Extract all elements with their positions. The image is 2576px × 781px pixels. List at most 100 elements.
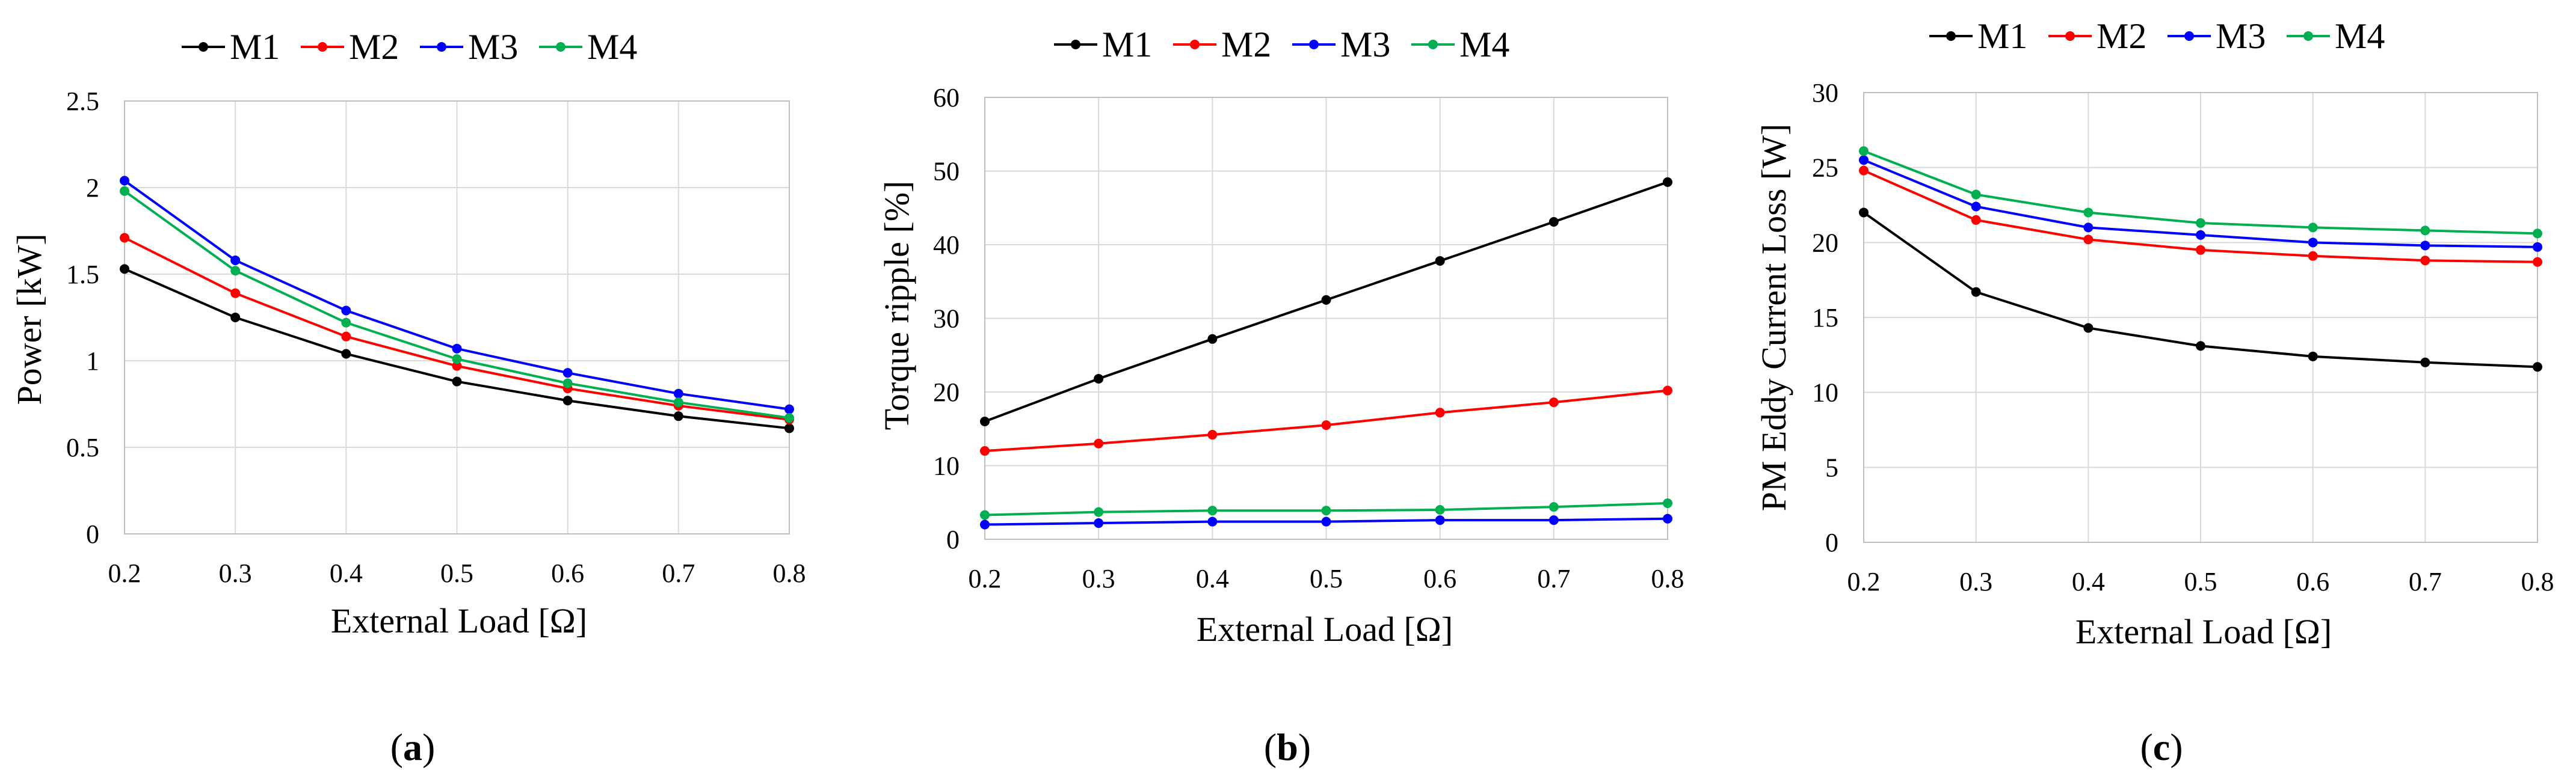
data-point-m1 bbox=[2308, 351, 2318, 361]
legend-item-m2: M2 bbox=[1173, 25, 1271, 64]
data-point-m4 bbox=[2196, 218, 2205, 228]
legend-label: M2 bbox=[349, 27, 399, 67]
y-tick-labels: 0 10 20 30 40 50 60 bbox=[933, 83, 960, 554]
caption-open: ( bbox=[1264, 726, 1277, 768]
legend-item-m4: M4 bbox=[1411, 25, 1509, 64]
data-point-m3 bbox=[784, 404, 794, 414]
data-point-m1 bbox=[784, 423, 794, 433]
data-point-m1 bbox=[1435, 256, 1445, 266]
y-tick-label: 30 bbox=[1812, 78, 1838, 108]
y-tick-label: 1.5 bbox=[66, 260, 99, 289]
data-point-m4 bbox=[1548, 502, 1559, 512]
panel-caption: (c) bbox=[2140, 726, 2183, 768]
data-point-m1 bbox=[120, 264, 129, 274]
y-tick-label: 2 bbox=[86, 173, 99, 203]
data-point-m2 bbox=[230, 288, 241, 298]
plot-border bbox=[1863, 92, 2538, 543]
legend-swatch-marker bbox=[2303, 31, 2313, 41]
data-point-m4 bbox=[1859, 146, 1869, 156]
legend-label: M4 bbox=[1459, 25, 1509, 64]
legend-swatch-marker bbox=[318, 42, 327, 52]
y-tick-label: 0 bbox=[1825, 528, 1838, 557]
grid bbox=[124, 100, 790, 534]
x-tick-label: 0.8 bbox=[1651, 564, 1684, 593]
data-point-m1 bbox=[2196, 341, 2205, 351]
series-layer bbox=[1859, 146, 2542, 372]
data-point-m2 bbox=[2533, 257, 2542, 267]
legend-label: M3 bbox=[468, 27, 518, 67]
y-tick-label: 25 bbox=[1812, 153, 1838, 183]
x-tick-label: 0.3 bbox=[1082, 564, 1115, 593]
x-tick-label: 0.7 bbox=[2409, 567, 2442, 596]
data-point-m1 bbox=[1094, 373, 1104, 384]
caption-letter: b bbox=[1277, 726, 1298, 768]
x-tick-label: 0.6 bbox=[1423, 564, 1456, 593]
data-point-m3 bbox=[980, 519, 990, 530]
data-point-m4 bbox=[120, 186, 129, 196]
data-point-m3 bbox=[1321, 516, 1331, 527]
y-tick-label: 10 bbox=[933, 452, 960, 481]
data-point-m3 bbox=[452, 343, 462, 354]
y-axis-title: Power [kW] bbox=[10, 233, 49, 405]
caption-open: ( bbox=[390, 726, 403, 768]
y-tick-label: 0 bbox=[86, 519, 99, 549]
legend-label: M1 bbox=[1102, 25, 1152, 64]
data-point-m3 bbox=[2083, 222, 2094, 233]
data-point-m4 bbox=[1971, 189, 1981, 200]
data-point-m4 bbox=[1435, 505, 1445, 515]
legend-item-m2: M2 bbox=[301, 27, 399, 67]
x-axis-title: External Load [Ω] bbox=[1197, 610, 1453, 649]
x-tick-labels: 0.2 0.3 0.4 0.5 0.6 0.7 0.8 bbox=[969, 564, 1684, 593]
data-point-m2 bbox=[1321, 420, 1331, 430]
x-tick-label: 0.4 bbox=[2072, 567, 2105, 596]
data-point-m4 bbox=[1321, 506, 1331, 516]
legend-item-m1: M1 bbox=[182, 27, 280, 67]
legend-item-m1: M1 bbox=[1054, 25, 1152, 64]
x-tick-label: 0.6 bbox=[551, 559, 584, 588]
legend-item-m4: M4 bbox=[2287, 16, 2385, 56]
data-point-m4 bbox=[562, 378, 573, 388]
y-tick-labels: 0 0.5 1 1.5 2 2.5 bbox=[66, 87, 99, 549]
legend-swatch-marker bbox=[1071, 40, 1080, 49]
legend-item-m1: M1 bbox=[1929, 16, 2027, 56]
legend-item-m4: M4 bbox=[539, 27, 637, 67]
x-tick-label: 0.5 bbox=[440, 559, 473, 588]
data-point-m1 bbox=[341, 349, 351, 359]
data-point-m2 bbox=[1548, 397, 1559, 408]
data-point-m1 bbox=[2083, 323, 2094, 333]
data-point-m1 bbox=[452, 376, 462, 387]
legend-item-m2: M2 bbox=[2048, 16, 2146, 56]
data-point-m4 bbox=[341, 317, 351, 328]
x-axis-title: External Load [Ω] bbox=[2075, 612, 2332, 651]
data-point-m2 bbox=[341, 331, 351, 341]
y-axis-title: Torque ripple [%] bbox=[877, 181, 916, 430]
data-point-m1 bbox=[1321, 295, 1331, 305]
legend-swatch-marker bbox=[556, 42, 565, 52]
legend-label: M3 bbox=[1340, 25, 1390, 64]
x-axis-title: External Load [Ω] bbox=[331, 601, 587, 640]
data-point-m2 bbox=[120, 233, 129, 243]
data-point-m2 bbox=[1435, 408, 1445, 418]
x-tick-label: 0.2 bbox=[108, 559, 141, 588]
legend-label: M3 bbox=[2216, 16, 2266, 56]
x-tick-labels: 0.2 0.3 0.4 0.5 0.6 0.7 0.8 bbox=[1847, 567, 2554, 596]
legend-swatch-marker bbox=[2184, 31, 2194, 41]
data-point-m1 bbox=[230, 313, 241, 322]
data-point-m3 bbox=[2308, 237, 2318, 248]
data-point-m4 bbox=[452, 354, 462, 364]
y-tick-labels: 0 5 10 15 20 25 30 bbox=[1812, 78, 1838, 557]
data-point-m2 bbox=[1971, 215, 1981, 225]
caption-letter: c bbox=[2153, 726, 2170, 768]
x-tick-labels: 0.2 0.3 0.4 0.5 0.6 0.7 0.8 bbox=[108, 559, 806, 588]
data-point-m3 bbox=[2420, 240, 2430, 251]
legend-swatch-marker bbox=[199, 42, 208, 52]
legend-item-m3: M3 bbox=[1292, 25, 1390, 64]
data-point-m4 bbox=[980, 510, 990, 520]
data-point-m4 bbox=[1094, 507, 1104, 517]
plot-area-frame bbox=[1863, 92, 2538, 543]
x-tick-label: 0.3 bbox=[219, 559, 252, 588]
data-point-m2 bbox=[1094, 438, 1104, 449]
data-point-m4 bbox=[2308, 222, 2318, 233]
grid bbox=[984, 97, 1668, 540]
